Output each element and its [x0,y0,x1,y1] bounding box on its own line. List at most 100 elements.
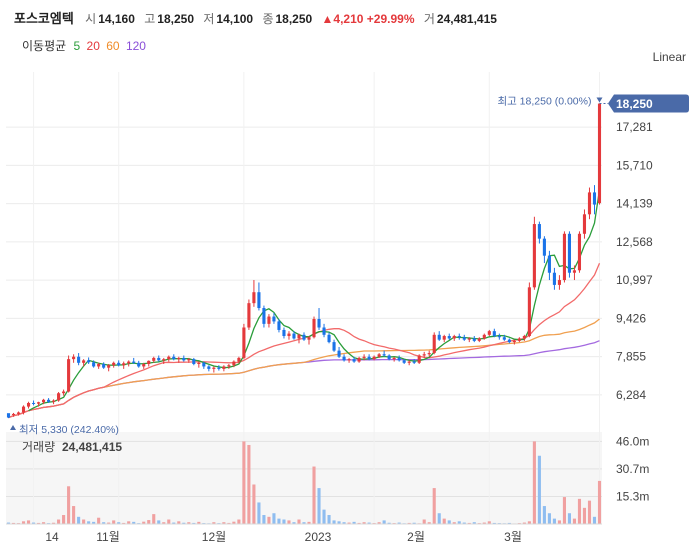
x-tick-label: 2월 [407,530,425,544]
candlestick [512,339,516,345]
candlestick [52,399,56,405]
volume-bar [597,480,602,524]
candle-body [542,238,546,256]
volume-bar [287,520,291,524]
candlestick [192,357,196,366]
volume-bar [377,522,381,524]
candlestick [227,364,231,369]
price-tick-label: 6,284 [616,388,646,402]
candle-body [392,357,396,360]
ma20-legend[interactable]: 20 [86,39,100,53]
volume-bar [252,484,256,524]
candle-body [172,356,176,360]
candle-body [157,357,161,361]
candle-body [517,338,521,341]
volume-label: 거 [423,12,435,26]
volume-bar [422,519,426,524]
candle-body [47,399,51,402]
candle-body [492,331,496,337]
volume-bar [302,522,306,524]
candle-body [26,402,31,407]
volume-bar [572,518,577,524]
scale-mode-button[interactable]: Linear [652,50,686,64]
candlestick [272,312,276,324]
volume-bar [492,522,496,524]
candle-body [67,359,71,392]
candlestick [407,360,411,366]
candle-body [72,356,76,360]
low-label: 저 [203,12,215,26]
candlestick [342,354,346,362]
candle-body [292,333,296,339]
volume-bar [157,520,161,524]
volume-bar [212,522,216,524]
volume-bar [342,522,346,524]
volume-bar [347,522,351,524]
candlestick [382,350,386,357]
ma60-legend[interactable]: 60 [106,39,120,53]
volume-panel-value: 24,481,415 [62,440,122,454]
volume-bar [407,522,411,524]
candlestick [282,327,286,339]
stock-name: 포스코엠텍 [14,11,74,26]
candle-body [427,353,431,355]
candle-body [432,334,436,354]
candlestick [547,250,551,281]
candle-body [587,192,592,215]
candle-body [537,224,541,239]
candlestick [372,355,376,361]
candle-body [327,334,331,343]
candlestick [552,267,556,290]
candlestick [297,333,301,344]
candlestick [202,361,206,369]
candle-body [467,338,471,340]
candlestick [162,357,166,365]
x-tick-label: 3월 [504,530,522,544]
candle-body [402,360,406,363]
volume-bar [437,513,441,524]
candle-body [477,338,481,341]
volume-bar [367,522,371,524]
candle-body [582,214,587,234]
candlestick [102,362,106,369]
volume-value: 24,481,415 [436,12,497,26]
ma5-legend[interactable]: 5 [73,39,81,53]
price-header: 포스코엠텍 시 14,160 고 18,250 저 14,100 종 18,250 ▲4… [14,8,503,26]
volume-bar [112,520,116,524]
volume-bar [107,522,111,524]
ma120-legend[interactable]: 120 [125,39,146,53]
candlestick [47,398,51,403]
candlestick [387,354,391,361]
volume-bar [31,522,36,524]
candlestick [437,331,441,341]
candle-body [272,316,276,322]
candle-body [547,255,551,273]
price-tick-label: 9,426 [616,311,646,325]
volume-bar [357,522,361,524]
candlestick [377,353,381,358]
volume-bar [352,521,356,524]
price-tick-label: 7,855 [616,350,646,364]
candlestick [212,366,216,373]
candle-body [11,413,16,416]
low-price: 14,100 [216,12,254,26]
candle-body [462,337,466,340]
candlestick [97,362,101,369]
candlestick [222,365,226,372]
candlestick [582,209,587,239]
volume-bar [132,521,136,524]
candlestick [172,354,176,361]
candle-body [322,327,326,335]
volume-bar [102,522,106,524]
candle-body [307,337,311,340]
volume-bar [447,520,451,524]
candle-body [142,364,146,367]
candle-body [132,361,136,363]
candle-body [397,357,401,361]
candle-body [122,363,126,366]
volume-bar [562,497,566,524]
volume-bar [532,441,536,524]
volume-bar [77,516,81,524]
volume-bar [522,522,526,524]
